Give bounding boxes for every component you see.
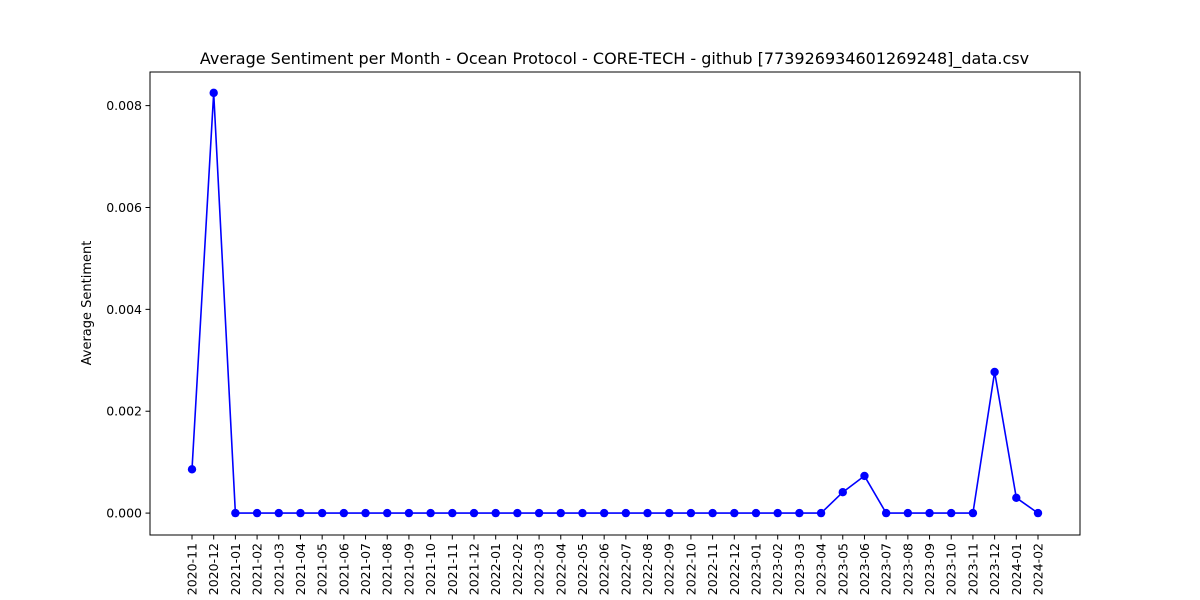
- data-point: [621, 508, 631, 518]
- x-tick-label: 2023-09: [922, 543, 937, 595]
- data-point: [296, 508, 305, 518]
- data-point: [578, 508, 587, 518]
- x-tick-label: 2021-08: [380, 543, 395, 595]
- data-point: [534, 508, 544, 518]
- data-point: [730, 508, 739, 518]
- data-point: [773, 508, 782, 518]
- data-point: [881, 508, 891, 518]
- x-tick-label: 2023-04: [814, 543, 829, 595]
- data-point: [231, 508, 240, 518]
- x-tick-label: 2022-02: [510, 543, 525, 595]
- data-point: [968, 508, 978, 518]
- x-tick-label: 2023-06: [857, 543, 872, 595]
- x-tick-label: 2024-02: [1031, 543, 1046, 595]
- data-point: [686, 508, 696, 518]
- x-tick-label: 2022-06: [597, 543, 612, 595]
- y-axis: 0.000 0.002 0.004 0.006 0.008: [106, 98, 150, 521]
- data-point: [469, 508, 479, 518]
- data-point: [860, 471, 869, 481]
- chart-title: Average Sentiment per Month - Ocean Prot…: [200, 49, 1029, 69]
- x-tick-label: 2022-10: [683, 543, 698, 595]
- x-tick-label: 2024-01: [1009, 543, 1024, 595]
- x-tick-label: 2022-04: [553, 543, 568, 595]
- data-point: [404, 508, 414, 518]
- x-tick-label: 2022-07: [618, 543, 633, 595]
- x-tick-label: 2021-07: [358, 543, 373, 595]
- x-tick-label: 2022-05: [575, 543, 590, 595]
- y-tick-label: 0.006: [106, 200, 142, 215]
- data-point: [925, 508, 934, 518]
- x-tick-label: 2021-01: [228, 543, 243, 595]
- y-tick-label: 0.004: [106, 302, 142, 317]
- x-tick-label: 2023-01: [749, 543, 764, 595]
- data-point: [708, 508, 717, 518]
- data-point: [795, 508, 804, 518]
- data-point: [556, 508, 565, 518]
- data-point: [599, 508, 609, 518]
- data-point: [947, 508, 956, 518]
- data-point: [665, 508, 674, 518]
- x-axis: 2020-11 2020-12 2021-01 2021-02 2021-03 2021-…: [185, 535, 1046, 595]
- x-tick-label: 2021-03: [271, 543, 286, 595]
- x-tick-label: 2022-11: [705, 543, 720, 595]
- data-point: [990, 367, 999, 377]
- data-point: [317, 508, 327, 518]
- data-point: [339, 508, 349, 518]
- x-tick-label: 2020-11: [185, 543, 200, 595]
- y-tick-label: 0.002: [106, 404, 142, 419]
- x-tick-label: 2023-10: [944, 543, 959, 595]
- data-point: [426, 508, 435, 518]
- data-point: [448, 508, 457, 518]
- data-point: [274, 508, 283, 518]
- data-point: [383, 508, 392, 518]
- x-tick-label: 2022-03: [532, 543, 547, 595]
- x-tick-label: 2023-11: [965, 543, 980, 595]
- x-tick-label: 2021-11: [445, 543, 460, 595]
- x-tick-label: 2023-12: [987, 543, 1002, 595]
- x-tick-label: 2021-05: [315, 543, 330, 595]
- data-point: [209, 88, 218, 98]
- x-tick-label: 2023-07: [879, 543, 894, 595]
- x-tick-label: 2021-02: [250, 543, 265, 595]
- data-point: [1033, 508, 1043, 518]
- data-point: [513, 508, 522, 518]
- data-point: [1012, 493, 1021, 503]
- x-tick-label: 2022-09: [662, 543, 677, 595]
- data-point: [751, 508, 761, 518]
- x-tick-label: 2021-06: [336, 543, 351, 595]
- x-tick-label: 2023-03: [792, 543, 807, 595]
- data-point: [252, 508, 262, 518]
- data-point: [643, 508, 652, 518]
- y-tick-label: 0.008: [106, 98, 142, 113]
- x-tick-label: 2023-05: [835, 543, 850, 595]
- x-tick-label: 2021-12: [467, 543, 482, 595]
- data-point: [816, 508, 826, 518]
- series-line-path: [191, 92, 1039, 514]
- data-point: [361, 508, 370, 518]
- x-tick-label: 2023-08: [900, 543, 915, 595]
- data-point: [903, 508, 913, 518]
- x-tick-label: 2021-04: [293, 543, 308, 595]
- x-tick-label: 2020-12: [206, 543, 221, 595]
- data-point: [187, 465, 197, 474]
- x-tick-label: 2022-12: [727, 543, 742, 595]
- data-point: [838, 488, 847, 497]
- x-tick-label: 2023-02: [770, 543, 785, 595]
- data-point: [491, 508, 500, 518]
- x-tick-label: 2021-10: [423, 543, 438, 595]
- y-tick-label: 0.000: [106, 506, 142, 521]
- plot-frame: [149, 71, 1081, 536]
- x-tick-label: 2022-01: [488, 543, 503, 595]
- x-tick-label: 2021-09: [401, 543, 416, 595]
- y-axis-label: Average Sentiment: [80, 241, 95, 366]
- x-tick-label: 2022-08: [640, 543, 655, 595]
- series-line: [187, 88, 1043, 518]
